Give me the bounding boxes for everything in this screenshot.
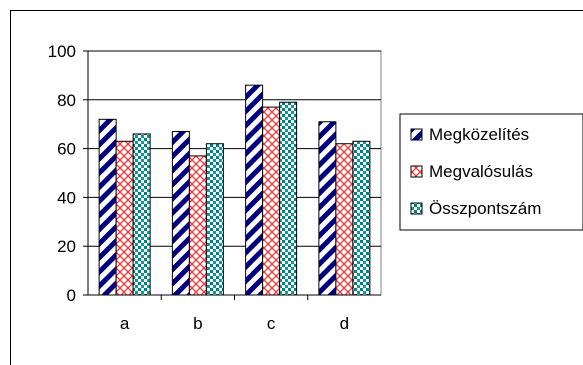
legend-swatch-Megközelítés [410,128,423,141]
bar-Megközelítés-d [318,121,337,296]
legend-swatch-Megvalósulás [410,165,423,178]
legend-swatch-Összpontszám [410,202,423,215]
bar-Megközelítés-a [98,118,117,296]
x-tick-label-d: d [340,314,349,333]
y-tick-label: 0 [67,286,76,305]
y-tick-label: 40 [57,188,76,207]
y-tick-label: 100 [48,42,76,61]
bar-Megvalósulás-c [262,106,281,296]
x-tick-label-c: c [267,314,276,333]
x-tick-label-a: a [120,314,130,333]
y-tick-label: 20 [57,237,76,256]
bar-Összpontszám-d [352,140,371,296]
legend-box [399,113,583,231]
legend-label-Megvalósulás: Megvalósulás [429,162,533,181]
bar-Megvalósulás-a [115,140,134,296]
bar-Megközelítés-b [171,131,190,296]
bar-Megközelítés-c [245,84,264,296]
bar-Megvalósulás-b [188,155,207,296]
y-tick-label: 80 [57,91,76,110]
legend-label-Megközelítés: Megközelítés [429,125,529,144]
x-tick-label-b: b [193,314,202,333]
bar-Összpontszám-c [279,101,298,296]
bar-Összpontszám-b [205,143,224,296]
y-tick-label: 60 [57,140,76,159]
bar-Összpontszám-a [132,133,151,296]
legend-label-Összpontszám: Összpontszám [429,199,541,218]
bar-Megvalósulás-d [335,143,354,296]
